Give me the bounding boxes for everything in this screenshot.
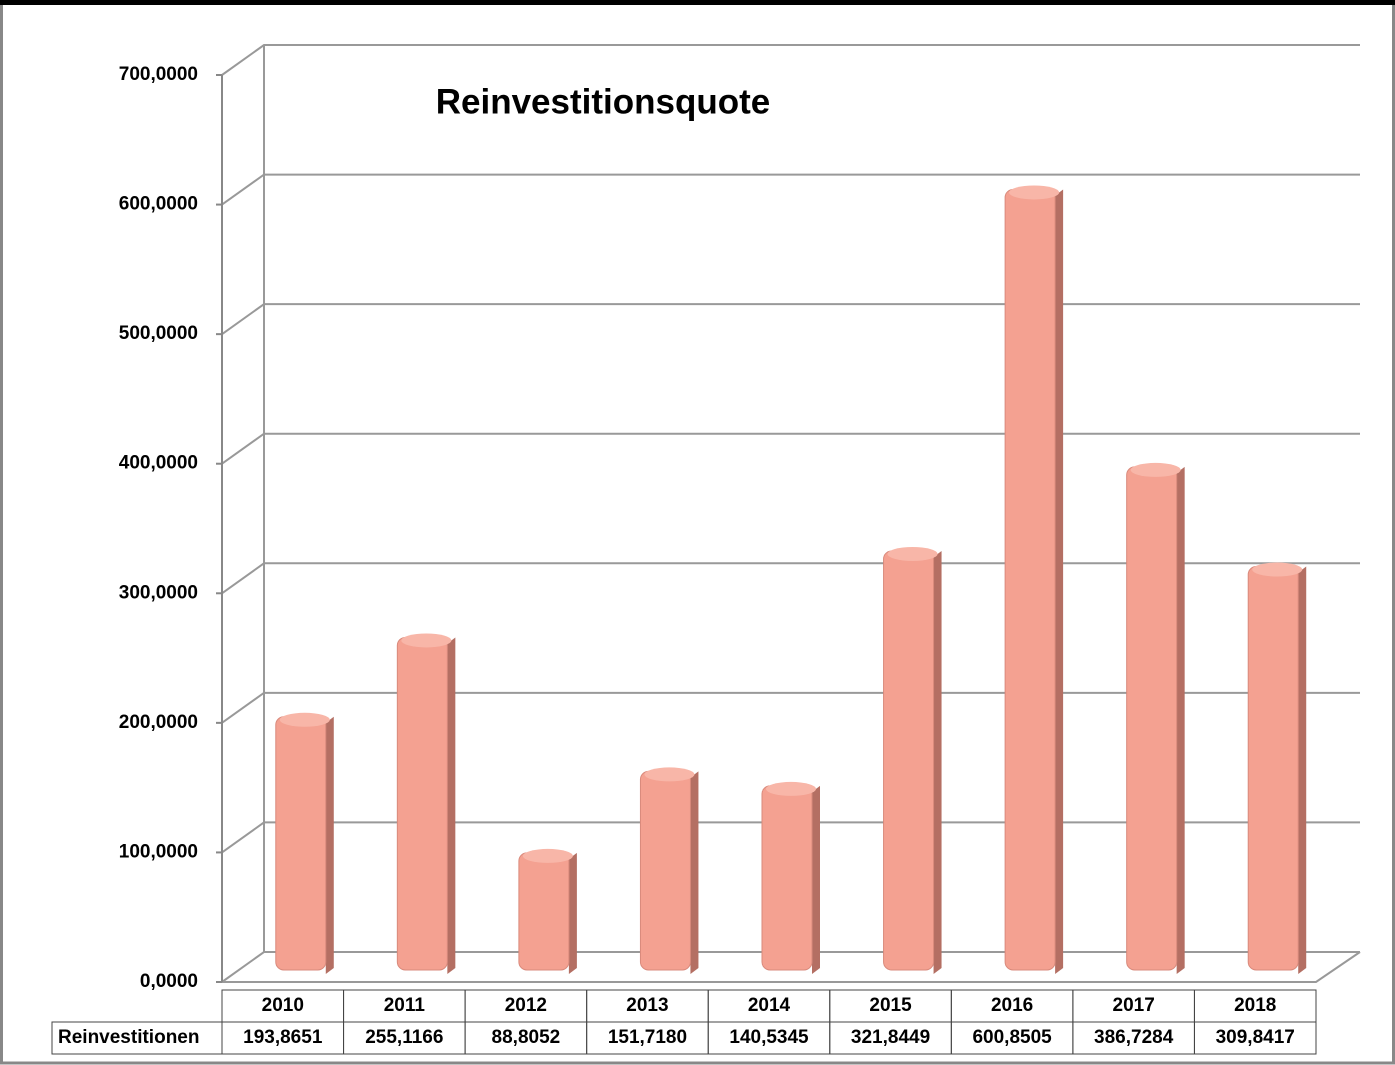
table-cell [1193,1021,1317,1055]
grid-line [221,821,1360,854]
grid-line [221,432,1360,465]
floor [222,951,1361,983]
x-tick-label: 2010 [262,995,304,1016]
grid-line [221,951,1360,983]
y-tick-label: 700,0000 [119,64,198,85]
bar-side [933,550,942,974]
y-tick-label: 0,0000 [140,971,198,992]
data-label: 88,8052 [492,1027,561,1048]
bar-side [325,716,334,974]
bar-top [1009,185,1060,200]
y-tick-label: 300,0000 [119,582,198,603]
bar [761,785,813,971]
y-tick-label: 100,0000 [119,841,198,862]
bar-top [401,633,452,648]
grid-line [221,691,1360,724]
x-tick-label: 2014 [748,995,791,1016]
x-tick-label: 2016 [991,995,1033,1016]
bar-side [1298,566,1307,974]
grid-line [221,303,1360,335]
bar-top [1130,462,1181,477]
grid-line [221,173,1360,206]
bar-side [812,785,820,974]
bar [518,852,570,971]
data-label: 255,1166 [365,1027,443,1048]
bar-top [887,546,938,561]
data-label: 140,5345 [729,1027,809,1048]
bar-top [1252,562,1303,577]
bar [639,770,691,971]
bar [275,716,327,971]
data-label: 386,7284 [1094,1027,1174,1048]
grid-line [221,562,1360,595]
bar [396,636,448,971]
data-label: 151,7180 [608,1027,687,1048]
x-tick-label: 2012 [505,995,547,1016]
data-label: 321,8449 [851,1027,930,1048]
bar-side [690,771,699,974]
bar-top [766,781,816,796]
x-tick-label: 2015 [869,995,912,1016]
bar-side [568,852,577,974]
bar-top [644,767,695,782]
top-border [0,0,1395,5]
data-label: 309,8417 [1216,1027,1295,1048]
bar [1126,466,1178,971]
y-tick-label: 200,0000 [119,712,198,733]
bar-top [522,848,573,863]
bar [883,550,935,971]
y-tick-label: 600,0000 [119,194,198,215]
x-tick-label: 2017 [1113,995,1155,1016]
x-tick-label: 2011 [384,995,426,1016]
bar-top [279,712,330,727]
data-label: 600,8505 [972,1027,1052,1048]
bar-side [1055,189,1064,974]
legend-label: Reinvestitionen [58,1027,199,1048]
bar-side [1176,466,1185,974]
bar [1247,566,1299,971]
grid-line [221,44,1360,76]
x-tick-label: 2018 [1234,995,1276,1016]
chart-title: Reinvestitionsquote [436,82,770,121]
x-tick-label: 2013 [626,995,668,1016]
data-label: 193,8651 [243,1027,323,1048]
bar [1004,188,1056,971]
bar-side [447,637,456,974]
y-tick-label: 400,0000 [119,453,198,474]
y-tick-label: 500,0000 [119,323,198,344]
